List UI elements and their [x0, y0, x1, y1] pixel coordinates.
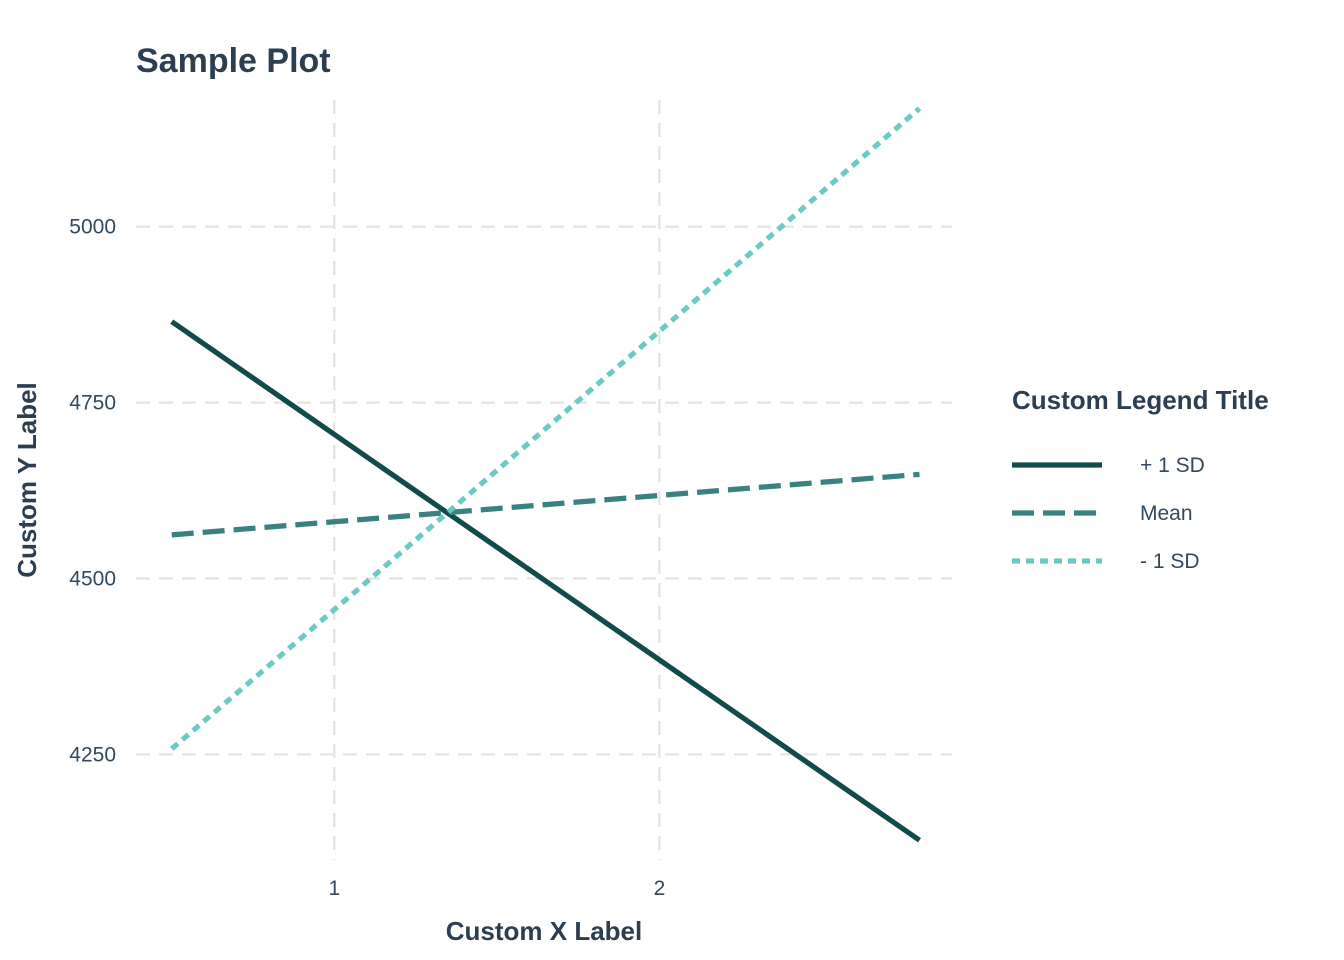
legend-item: + 1 SD	[1012, 454, 1205, 477]
legend-label: Mean	[1140, 502, 1193, 525]
legend-item: - 1 SD	[1012, 550, 1200, 573]
chart-title: Sample Plot	[136, 42, 331, 80]
series-line-3	[170, 106, 922, 751]
y-tick-label: 4500	[69, 568, 116, 591]
legend-title: Custom Legend Title	[1012, 385, 1269, 415]
legend-label: + 1 SD	[1140, 454, 1205, 477]
legend-label: - 1 SD	[1140, 550, 1200, 573]
x-tick-label: 2	[654, 877, 666, 900]
series-lines	[170, 106, 922, 843]
y-tick-label: 5000	[69, 216, 116, 239]
y-axis-title: Custom Y Label	[12, 382, 42, 578]
x-tick-label: 1	[328, 877, 340, 900]
series-line-2	[171, 471, 920, 538]
legend-items: + 1 SD Mean - 1 SD	[1012, 454, 1205, 573]
legend-item: Mean	[1012, 502, 1193, 525]
tick-labels: 4250 4500 4750 5000 1 2	[69, 216, 665, 900]
legend: Custom Legend Title + 1 SD Mean - 1 SD	[1012, 385, 1269, 573]
grid	[136, 100, 952, 860]
x-axis-title: Custom X Label	[446, 916, 642, 946]
series-line-1	[170, 319, 921, 843]
y-tick-label: 4750	[69, 392, 116, 415]
y-tick-label: 4250	[69, 743, 116, 766]
